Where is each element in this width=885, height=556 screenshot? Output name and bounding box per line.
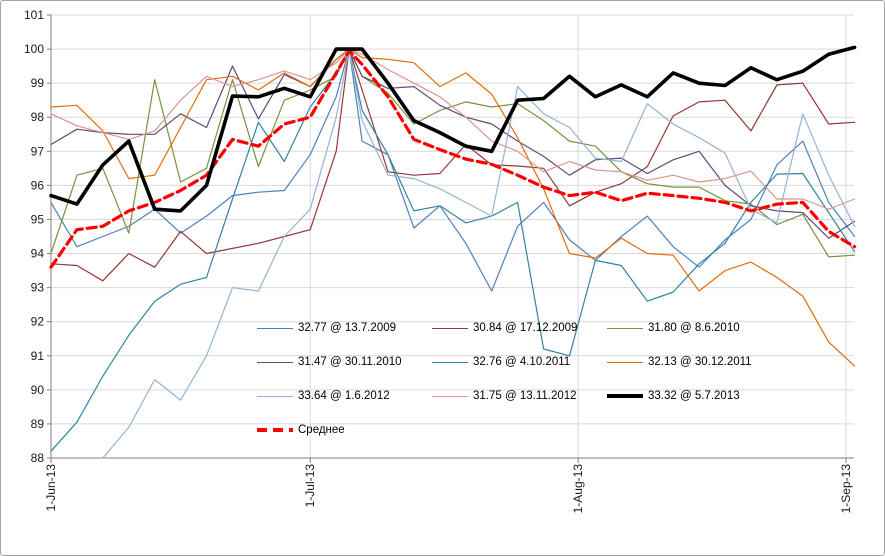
y-tick-label: 98 xyxy=(31,110,45,124)
series-line-6 xyxy=(50,48,856,367)
y-tick-label: 91 xyxy=(31,349,45,363)
y-tick-label: 90 xyxy=(31,383,45,397)
series-line-8 xyxy=(50,48,856,210)
series-line-1 xyxy=(50,48,856,292)
y-tick-label: 93 xyxy=(31,281,45,295)
series-line-4 xyxy=(50,48,856,239)
y-tick-label: 99 xyxy=(31,76,45,90)
y-tick-label: 101 xyxy=(24,8,44,22)
series-line-9 xyxy=(49,45,857,213)
x-tick-label: 1-Sep-13 xyxy=(839,464,853,514)
x-tick-label: 1-Jun-13 xyxy=(44,464,58,512)
y-tick-label: 89 xyxy=(31,417,45,431)
y-tick-label: 95 xyxy=(31,212,45,226)
series-line-5 xyxy=(50,48,856,452)
y-tick-label: 94 xyxy=(31,247,45,261)
y-tick-label: 96 xyxy=(31,178,45,192)
x-tick-label: 1-Jul-13 xyxy=(303,464,317,508)
y-tick-label: 97 xyxy=(31,144,45,158)
series-line-10 xyxy=(49,49,857,269)
y-tick-label: 100 xyxy=(24,42,44,56)
x-tick-label: 1-Aug-13 xyxy=(571,464,585,514)
series-line-3 xyxy=(50,48,856,258)
series-line-7 xyxy=(102,48,856,459)
y-tick-label: 92 xyxy=(31,315,45,329)
series-line-2 xyxy=(50,48,856,282)
y-tick-label: 88 xyxy=(31,451,45,465)
